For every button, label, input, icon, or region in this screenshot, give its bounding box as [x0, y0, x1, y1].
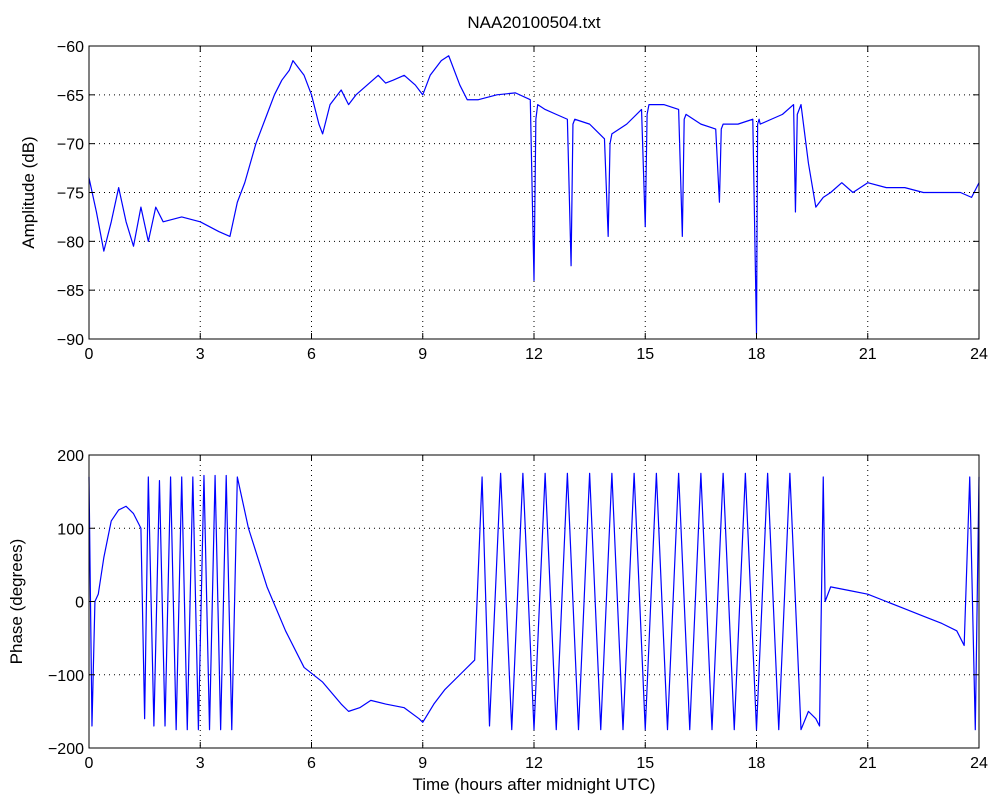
phase-x-tick-label: 18 — [748, 755, 766, 772]
amplitude-y-tick-label: −60 — [57, 39, 84, 56]
phase-series-line — [88, 472, 980, 731]
amplitude-x-tick-label: 24 — [970, 346, 988, 363]
phase-x-tick-label: 24 — [970, 755, 988, 772]
phase-x-tick-label: 0 — [85, 755, 94, 772]
phase-x-tick-label: 21 — [859, 755, 877, 772]
phase-y-tick-label: 200 — [57, 448, 84, 465]
amplitude-x-tick-label: 0 — [85, 346, 94, 363]
phase-y-tick-label: 0 — [75, 595, 84, 612]
phase-x-tick-label: 3 — [196, 755, 205, 772]
figure-title: NAA20100504.txt — [467, 13, 601, 32]
amplitude-x-tick-label: 3 — [196, 346, 205, 363]
phase-x-tick-label: 6 — [307, 755, 316, 772]
amplitude-x-tick-label: 21 — [859, 346, 877, 363]
amplitude-series-line — [88, 55, 980, 335]
amplitude-plot: 0 3 6 9 12 15 18 21 24 −90 −85 −80 −75 −70 −65 −60 Ampli… — [19, 39, 988, 363]
amplitude-y-tick-label: −75 — [57, 186, 84, 203]
amplitude-y-tick-label: −90 — [57, 332, 84, 349]
amplitude-x-tick-label: 12 — [525, 346, 543, 363]
amplitude-x-tick-label: 15 — [636, 346, 654, 363]
phase-x-tick-label: 12 — [525, 755, 543, 772]
amplitude-y-tick-label: −65 — [57, 88, 84, 105]
phase-y-axis-label: Phase (degrees) — [7, 539, 26, 665]
phase-y-tick-label: −100 — [48, 668, 84, 685]
amplitude-x-tick-label: 9 — [418, 346, 427, 363]
phase-x-tick-label: 15 — [636, 755, 654, 772]
amplitude-y-tick-label: −80 — [57, 234, 84, 251]
phase-plot: 0 3 6 9 12 15 18 21 24 −200 −100 0 100 200 Phase (degr… — [7, 448, 988, 794]
phase-y-tick-label: 100 — [57, 521, 84, 538]
phase-x-tick-label: 9 — [418, 755, 427, 772]
amplitude-x-tick-label: 18 — [748, 346, 766, 363]
amplitude-y-axis-label: Amplitude (dB) — [19, 136, 38, 248]
amplitude-y-tick-label: −85 — [57, 283, 84, 300]
phase-y-tick-label: −200 — [48, 741, 84, 758]
phase-x-axis-label: Time (hours after midnight UTC) — [412, 775, 655, 794]
amplitude-y-tick-label: −70 — [57, 137, 84, 154]
amplitude-x-tick-label: 6 — [307, 346, 316, 363]
